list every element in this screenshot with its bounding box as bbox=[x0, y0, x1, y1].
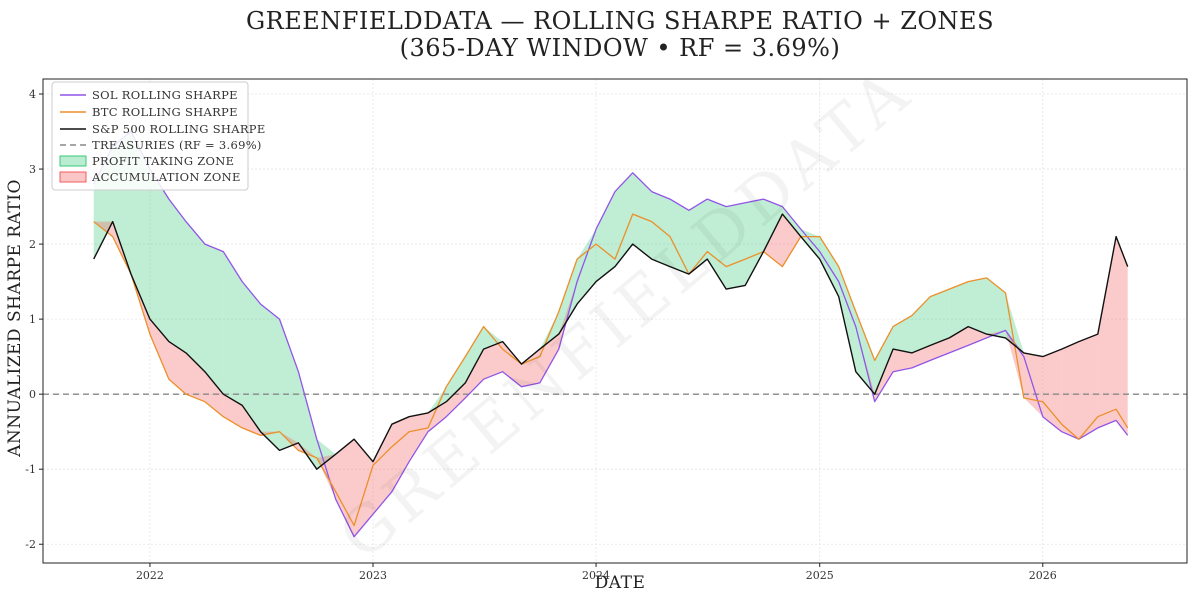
profit-zone-segment bbox=[968, 277, 987, 335]
y-tick-label: 3 bbox=[29, 163, 36, 176]
btc-series-line bbox=[93, 213, 1129, 527]
profit-zone-segment bbox=[688, 199, 708, 275]
profit-zone-segment bbox=[446, 356, 466, 402]
accumulation-zone-segment bbox=[149, 319, 169, 380]
accumulation-zone-segment bbox=[1005, 330, 1024, 398]
y-tick-label: 1 bbox=[29, 313, 36, 326]
y-tick-label: 4 bbox=[29, 88, 36, 101]
x-tick-label: 2023 bbox=[359, 569, 387, 582]
profit-zone-segment bbox=[912, 296, 931, 353]
profit-zone-segment bbox=[316, 439, 336, 470]
y-tick-label: 2 bbox=[29, 238, 36, 251]
accumulation-zone-segment bbox=[409, 412, 428, 462]
accumulation-zone-segment bbox=[483, 341, 503, 380]
accumulation-zone-segment bbox=[1097, 236, 1117, 428]
y-axis-ticks: -2 -1 0 1 2 3 4 bbox=[25, 88, 43, 551]
chart-title-line2: (365-DAY WINDOW • RF = 3.69%) bbox=[400, 34, 841, 62]
accumulation-zone-segment bbox=[335, 439, 355, 537]
profit-zone-segment bbox=[874, 326, 894, 395]
profit-zone-segment bbox=[149, 169, 169, 342]
legend: SOL ROLLING SHARPE BTC ROLLING SHARPE S&… bbox=[51, 81, 266, 191]
x-tick-label: 2022 bbox=[136, 569, 164, 582]
sol-series-line bbox=[93, 130, 1129, 538]
profit-zone-segment bbox=[428, 386, 447, 413]
profit-zone-segment bbox=[782, 206, 801, 237]
legend-label-profit-zone: PROFIT TAKING ZONE bbox=[92, 154, 234, 168]
accumulation-zone-segment bbox=[912, 345, 931, 368]
profit-zone-segment bbox=[558, 259, 578, 335]
profit-zone-segment bbox=[745, 199, 764, 286]
legend-label-accumulation-zone: ACCUMULATION ZONE bbox=[91, 170, 241, 184]
profit-zone-segment bbox=[186, 221, 205, 372]
profit-zone-segment bbox=[930, 289, 950, 346]
legend-swatch-accumulation-zone bbox=[59, 171, 87, 183]
watermark-text: GREENFIELDDATA bbox=[326, 53, 927, 574]
accumulation-zone-segment bbox=[1042, 349, 1062, 432]
profit-zone-segment bbox=[670, 199, 689, 275]
profit-zone-segment bbox=[223, 251, 243, 406]
accumulation-zone-segment bbox=[446, 382, 466, 417]
x-tick-label: 2026 bbox=[1029, 569, 1057, 582]
profit-zone-segment bbox=[893, 315, 912, 353]
profit-zone-segment bbox=[204, 244, 224, 395]
y-tick-label: 0 bbox=[29, 388, 36, 401]
profit-zone-segment bbox=[596, 191, 615, 282]
profit-zone-segment bbox=[986, 277, 1006, 338]
accumulation-zone-segment bbox=[298, 442, 317, 458]
accumulation-zone-segment bbox=[1116, 236, 1128, 436]
accumulation-zone-segment bbox=[949, 326, 969, 353]
accumulation-zone-segment bbox=[782, 214, 801, 267]
profit-zone-segment bbox=[465, 326, 484, 383]
profit-zone-segment bbox=[615, 172, 633, 267]
profit-zone-segment bbox=[298, 371, 317, 470]
accumulation-zone-segment bbox=[373, 424, 392, 515]
accumulation-zone-segment bbox=[223, 394, 243, 428]
accumulation-zone-segment bbox=[428, 401, 447, 432]
accumulation-zone-segment bbox=[1078, 334, 1098, 440]
profit-zone-segment bbox=[260, 304, 280, 451]
legend-label-btc: BTC ROLLING SHARPE bbox=[92, 105, 238, 119]
accumulation-zone-segment bbox=[1061, 341, 1079, 440]
accumulation-zone-segment bbox=[186, 352, 205, 402]
profit-zone-segment bbox=[763, 199, 783, 252]
profit-zone-segment bbox=[279, 319, 299, 451]
x-tick-label: 2024 bbox=[582, 569, 610, 582]
chart-title-line1: GREENFIELDDATA — ROLLING SHARPE RATIO + … bbox=[246, 7, 994, 35]
accumulation-zone-segment bbox=[763, 214, 783, 267]
accumulation-zone-segment bbox=[168, 341, 186, 395]
series-lines bbox=[43, 130, 1187, 538]
profit-zone-segment bbox=[726, 202, 746, 290]
accumulation-zone-segment bbox=[968, 326, 987, 346]
accumulation-zone-segment bbox=[465, 349, 484, 398]
profit-zone-segment bbox=[168, 199, 186, 353]
legend-label-spx: S&P 500 ROLLING SHARPE bbox=[92, 122, 266, 136]
legend-label-treasuries: TREASURIES (RF = 3.69%) bbox=[92, 138, 262, 152]
x-axis-label: DATE bbox=[595, 573, 646, 593]
plot-frame bbox=[42, 78, 1188, 564]
profit-zone-segment bbox=[949, 281, 969, 338]
spx-series-line bbox=[93, 213, 1129, 470]
profit-zone-segment bbox=[855, 311, 875, 395]
legend-box bbox=[51, 81, 249, 191]
x-tick-label: 2025 bbox=[806, 569, 834, 582]
y-axis-label: ANNUALIZED SHARPE RATIO bbox=[5, 179, 25, 458]
y-tick-label: -1 bbox=[25, 463, 36, 476]
accumulation-zone-segment bbox=[893, 349, 912, 372]
profit-zone-segment bbox=[632, 172, 652, 260]
legend-swatch-profit-zone bbox=[59, 155, 87, 167]
legend-label-sol: SOL ROLLING SHARPE bbox=[92, 88, 238, 102]
y-tick-label: -2 bbox=[25, 538, 36, 551]
x-axis-ticks: 2022 2023 2024 2025 2026 bbox=[136, 563, 1057, 582]
profit-zone-segment bbox=[539, 311, 559, 350]
